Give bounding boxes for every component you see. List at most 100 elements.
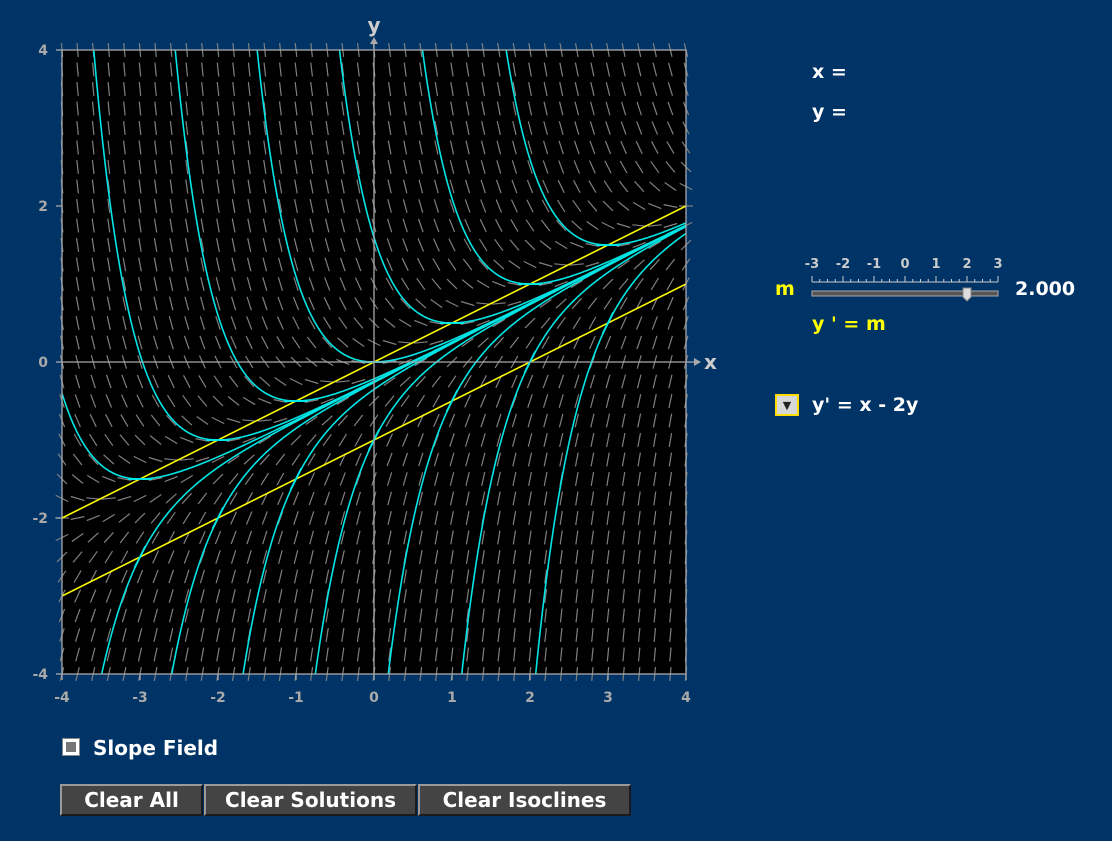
slope-segment: [590, 491, 595, 506]
slope-segment: [622, 627, 625, 643]
slope-segment: [402, 472, 408, 486]
slope-segment: [152, 374, 159, 389]
slope-segment: [434, 472, 439, 486]
slope-segment: [294, 140, 298, 155]
slope-segment: [278, 627, 283, 643]
slope-segment: [291, 453, 301, 466]
slope-segment: [294, 159, 298, 175]
slope-segment: [434, 101, 439, 116]
slope-segment: [417, 258, 425, 271]
slope-segment: [200, 238, 205, 252]
slope-segment: [418, 530, 423, 545]
slope-segment: [605, 394, 611, 408]
slope-segment: [184, 608, 190, 623]
slope-segment: [559, 627, 563, 643]
slope-segment: [542, 394, 549, 408]
slope-segment: [134, 512, 146, 524]
slope-segment: [510, 219, 519, 232]
slope-segment: [590, 452, 595, 467]
slope-segment: [621, 413, 626, 428]
slope-segment: [434, 549, 439, 565]
slope-segment: [120, 394, 128, 408]
slope-segment: [591, 647, 594, 662]
equation-dropdown-button[interactable]: ▼: [775, 394, 799, 416]
m-slider[interactable]: -3 -2 -1 0 1 2 3: [800, 252, 1010, 312]
slope-segment: [544, 627, 547, 643]
slope-segment: [215, 569, 221, 584]
slope-segment: [356, 140, 361, 155]
slope-segment: [76, 81, 79, 97]
slope-segment: [543, 472, 548, 486]
slope-segment: [512, 101, 517, 116]
slope-field-checkbox[interactable]: [62, 738, 80, 756]
slope-segment: [200, 277, 205, 291]
slope-segment: [340, 550, 345, 564]
slope-segment: [465, 101, 470, 116]
slider-thumb[interactable]: [962, 287, 972, 302]
x-tick-label: 2: [525, 690, 535, 706]
slope-segment: [541, 336, 550, 349]
slope-segment: [179, 458, 194, 461]
slope-segment: [294, 179, 298, 194]
slope-segment: [479, 218, 487, 233]
slope-segment: [590, 471, 595, 487]
slope-segment: [590, 394, 595, 408]
slope-segment: [120, 550, 129, 564]
slope-segment: [464, 179, 471, 194]
slope-segment: [496, 160, 502, 174]
slope-segment: [185, 159, 189, 175]
slope-segment: [512, 549, 517, 565]
slope-segment: [574, 121, 580, 135]
slider-track[interactable]: [811, 290, 999, 297]
slope-segment: [620, 121, 627, 135]
slope-segment: [621, 394, 626, 408]
slope-segment: [231, 628, 236, 642]
slope-segment: [606, 491, 610, 506]
slope-segment: [384, 297, 395, 310]
slope-segment: [450, 101, 454, 116]
slope-segment: [278, 101, 282, 116]
slope-segment: [589, 101, 595, 116]
slope-segment: [528, 647, 532, 662]
slope-segment: [198, 375, 207, 388]
slope-segment: [185, 198, 189, 214]
slope-segment: [230, 550, 237, 564]
slope-segment: [402, 452, 409, 467]
slope-segment: [198, 511, 207, 525]
slope-segment: [338, 316, 348, 330]
slope-segment: [76, 62, 79, 77]
slope-segment: [494, 238, 504, 252]
slope-segment: [542, 160, 549, 174]
slope-segment: [571, 297, 582, 310]
slope-segment: [169, 81, 173, 97]
slope-segment: [634, 180, 645, 193]
slope-segment: [258, 435, 272, 445]
slope-segment: [154, 140, 158, 155]
slope-segment: [496, 511, 501, 525]
slope-segment: [383, 376, 396, 387]
slope-segment: [434, 647, 438, 662]
clear-solutions-button[interactable]: Clear Solutions: [204, 784, 417, 816]
slope-segment: [574, 452, 579, 467]
slope-segment: [559, 452, 564, 467]
slope-segment: [121, 608, 128, 623]
slope-segment: [573, 160, 581, 174]
slope-segment: [450, 608, 454, 623]
clear-isoclines-button[interactable]: Clear Isoclines: [418, 784, 631, 816]
slope-segment: [575, 549, 579, 565]
slope-segment: [434, 588, 439, 604]
slope-segment: [154, 62, 157, 77]
slope-segment: [262, 277, 268, 291]
graph-panel[interactable]: -4 -3 -2 -1 0 1 2 3 4 4 2 0 -2 -4 x y: [0, 0, 740, 720]
slope-segment: [105, 374, 112, 389]
graph-svg[interactable]: -4 -3 -2 -1 0 1 2 3 4 4 2 0 -2 -4 x y: [0, 0, 740, 720]
slope-segment: [154, 81, 157, 97]
clear-all-button[interactable]: Clear All: [60, 784, 203, 816]
slope-segment: [226, 417, 241, 424]
slope-segment: [544, 608, 547, 623]
slope-segment: [667, 62, 673, 77]
slope-segment: [446, 278, 458, 290]
slope-segment: [433, 452, 440, 467]
slope-segment: [403, 569, 407, 584]
slope-segment: [261, 336, 269, 349]
